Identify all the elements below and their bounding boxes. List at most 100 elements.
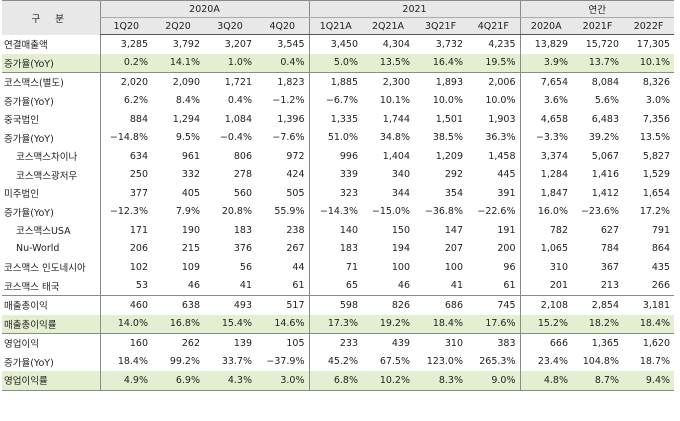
table-cell: 7.9%: [175, 206, 200, 218]
table-cell: 2,020: [99, 72, 152, 92]
table-cell: 0.4%: [227, 95, 252, 107]
table-cell: 96: [503, 261, 516, 273]
table-cell: 3.0%: [645, 95, 671, 107]
table-cell: 190: [181, 224, 200, 236]
table-cell: 238: [286, 224, 305, 236]
table-cell: 1,209: [435, 150, 463, 162]
table-cell: 18.7%: [639, 356, 671, 368]
header-column-row: 1Q20 2Q20 3Q20 4Q20 1Q21A 2Q21A 3Q21F 4Q…: [2, 17, 675, 35]
table-row: 매출총이익률 14.0% 16.8% 15.4% 14.6% 17.3% 19.2% 18.4…: [2, 314, 675, 334]
table-cell: 46: [187, 280, 200, 292]
table-row: 코스맥스 인도네시아 102 109 56 44 71 100 100 96 310 367 435: [2, 258, 674, 277]
table-cell: 150: [391, 224, 410, 236]
table-cell: 15.4%: [204, 314, 256, 334]
table-cell: 6.8%: [308, 371, 362, 391]
table-cell: 2,108: [519, 295, 572, 315]
table-cell: 33.7%: [221, 356, 252, 368]
table-cell: 266: [651, 280, 671, 292]
row-label: 영업이익: [2, 333, 100, 353]
table-cell: 784: [600, 243, 619, 255]
table-cell: 383: [467, 333, 520, 353]
financial-table: 구 분 2020A 2021 연간 1Q20 2Q20 3Q20 4Q20 1Q…: [2, 0, 675, 391]
table-cell: 16.0%: [519, 202, 572, 221]
table-cell: 55.9%: [274, 206, 305, 218]
table-row: 중국법인 884 1,294 1,084 1,396 1,335 1,744 1,501 1,9…: [2, 110, 674, 129]
table-cell: −36.8%: [424, 206, 463, 218]
table-cell: 65: [308, 276, 362, 296]
table-cell: 6.9%: [152, 371, 204, 391]
table-cell: 3,285: [99, 34, 152, 54]
table-cell: 745: [467, 295, 520, 315]
table-cell: 1,721: [204, 72, 256, 92]
table-cell: 4,304: [382, 38, 410, 50]
row-label: 코스맥스 인도네시아: [4, 263, 86, 275]
table-cell: 3,450: [308, 34, 362, 54]
table-cell: 4.8%: [519, 371, 572, 391]
table-cell: 3,545: [277, 38, 305, 50]
table-cell: 505: [286, 187, 305, 199]
table-cell: 183: [308, 239, 362, 258]
table-cell: 1,412: [591, 187, 619, 199]
table-cell: 4,658: [519, 110, 572, 129]
table-cell: 19.5%: [467, 53, 520, 73]
table-cell: 1,620: [623, 333, 675, 353]
column-header: 4Q20: [256, 17, 309, 35]
table-cell: 8,084: [572, 72, 623, 92]
column-header: 2022F: [623, 17, 675, 35]
table-cell: 10.0%: [485, 95, 516, 107]
column-header: 2Q21A: [362, 17, 414, 35]
table-cell: 99.2%: [169, 356, 200, 368]
table-cell: 4.9%: [99, 371, 152, 391]
table-cell: 2,006: [467, 72, 520, 92]
table-cell: 7,654: [519, 72, 572, 92]
table-cell: 20.8%: [221, 206, 252, 218]
row-label: 매출총이익: [2, 295, 100, 315]
table-cell: 67.5%: [379, 356, 410, 368]
table-cell: 14.1%: [152, 53, 204, 73]
table-cell: 1,529: [642, 169, 671, 181]
table-cell: 262: [152, 333, 204, 353]
row-label: 증가율(YoY): [2, 53, 100, 73]
table-cell: 13.7%: [572, 53, 623, 73]
table-cell: 100: [391, 261, 410, 273]
table-cell: 160: [99, 333, 152, 353]
table-cell: 10.0%: [432, 95, 463, 107]
column-header: 3Q21F: [414, 17, 467, 35]
table-row: 증가율(YoY) 0.2% 14.1% 1.0% 0.4% 5.0% 13.5% 16.4% 1…: [2, 53, 675, 73]
table-cell: −1.2%: [272, 95, 305, 107]
table-cell: 791: [651, 224, 671, 236]
table-cell: 105: [256, 333, 309, 353]
table-cell: 4.3%: [204, 371, 256, 391]
row-label: 코스맥스USA: [16, 226, 71, 238]
table-cell: 13,829: [519, 34, 572, 54]
column-header: 2020A: [519, 17, 572, 35]
table-row: 코스맥스(별도) 2,020 2,090 1,721 1,823 1,885 2,300 1,…: [2, 72, 675, 92]
table-cell: 3.9%: [519, 53, 572, 73]
table-cell: 56: [239, 261, 252, 273]
table-cell: 377: [99, 184, 152, 203]
table-cell: 1,065: [519, 239, 572, 258]
table-cell: 38.5%: [432, 132, 463, 144]
table-cell: 19.2%: [362, 314, 414, 334]
table-cell: 104.8%: [582, 356, 619, 368]
table-row: 매출총이익 460 638 493 517 598 826 686 745 2,108 2,854 3…: [2, 295, 675, 315]
column-header: 1Q20: [99, 17, 152, 35]
table-cell: 16.4%: [414, 53, 467, 73]
table-cell: 13.5%: [362, 53, 414, 73]
table-cell: 17.3%: [308, 314, 362, 334]
table-cell: 14.6%: [256, 314, 309, 334]
table-cell: 826: [362, 295, 414, 315]
row-label: 매출총이익률: [2, 314, 100, 334]
table-cell: 36.3%: [485, 132, 516, 144]
row-label: 연결매출액: [4, 40, 48, 51]
table-cell: 4,235: [488, 38, 516, 50]
table-cell: 18.4%: [414, 314, 467, 334]
table-cell: 376: [233, 243, 252, 255]
table-cell: 996: [308, 147, 362, 166]
table-cell: 5.6%: [594, 95, 619, 107]
table-cell: 51.0%: [308, 128, 362, 147]
table-cell: 666: [519, 333, 572, 353]
table-cell: 267: [286, 243, 305, 255]
table-cell: 44: [292, 261, 305, 273]
table-cell: 0.4%: [256, 53, 309, 73]
